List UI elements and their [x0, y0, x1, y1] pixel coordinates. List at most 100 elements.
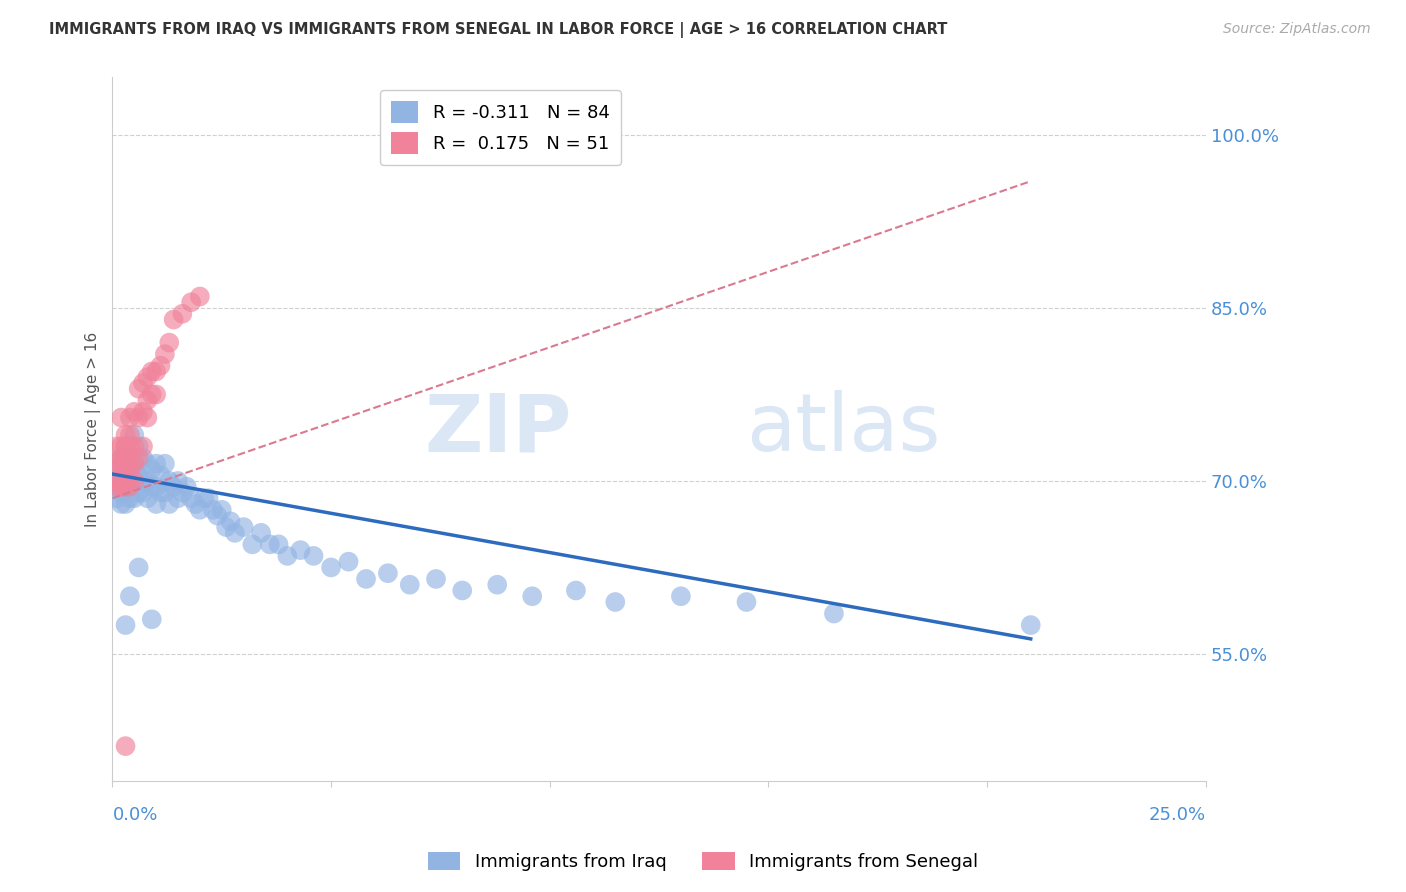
Point — [118, 589, 141, 603]
Point — [114, 474, 136, 488]
Point — [188, 289, 211, 303]
Point — [319, 560, 342, 574]
Point — [132, 485, 155, 500]
Point — [114, 618, 136, 632]
Point — [110, 474, 132, 488]
Point — [132, 439, 155, 453]
Point — [136, 370, 159, 384]
Point — [157, 474, 180, 488]
Point — [823, 607, 845, 621]
Point — [136, 393, 159, 408]
Point — [114, 450, 136, 465]
Legend: R = -0.311   N = 84, R =  0.175   N = 51: R = -0.311 N = 84, R = 0.175 N = 51 — [381, 90, 620, 165]
Point — [105, 439, 128, 453]
Point — [141, 387, 163, 401]
Point — [124, 439, 146, 453]
Point — [290, 543, 312, 558]
Point — [128, 560, 150, 574]
Point — [184, 497, 207, 511]
Point — [110, 457, 132, 471]
Point — [110, 480, 132, 494]
Point — [118, 410, 141, 425]
Point — [398, 578, 420, 592]
Point — [136, 474, 159, 488]
Point — [153, 485, 176, 500]
Point — [193, 491, 215, 506]
Point — [105, 474, 128, 488]
Point — [110, 450, 132, 465]
Point — [114, 480, 136, 494]
Point — [124, 474, 146, 488]
Point — [167, 491, 190, 506]
Point — [114, 497, 136, 511]
Point — [172, 307, 194, 321]
Point — [128, 468, 150, 483]
Point — [153, 457, 176, 471]
Point — [149, 359, 172, 373]
Point — [232, 520, 254, 534]
Point — [118, 450, 141, 465]
Point — [114, 468, 136, 483]
Point — [118, 450, 141, 465]
Point — [145, 364, 167, 378]
Point — [132, 450, 155, 465]
Point — [565, 583, 588, 598]
Point — [114, 450, 136, 465]
Text: Source: ZipAtlas.com: Source: ZipAtlas.com — [1223, 22, 1371, 37]
Point — [302, 549, 325, 563]
Point — [105, 480, 128, 494]
Point — [132, 405, 155, 419]
Point — [110, 410, 132, 425]
Point — [114, 427, 136, 442]
Point — [114, 457, 136, 471]
Point — [486, 578, 509, 592]
Point — [425, 572, 447, 586]
Point — [337, 555, 360, 569]
Point — [250, 525, 273, 540]
Point — [118, 462, 141, 476]
Point — [145, 387, 167, 401]
Point — [267, 537, 290, 551]
Point — [124, 405, 146, 419]
Point — [114, 439, 136, 453]
Text: IMMIGRANTS FROM IRAQ VS IMMIGRANTS FROM SENEGAL IN LABOR FORCE | AGE > 16 CORREL: IMMIGRANTS FROM IRAQ VS IMMIGRANTS FROM … — [49, 22, 948, 38]
Point — [110, 485, 132, 500]
Point — [240, 537, 263, 551]
Point — [118, 439, 141, 453]
Point — [451, 583, 474, 598]
Point — [197, 491, 219, 506]
Point — [105, 480, 128, 494]
Point — [157, 497, 180, 511]
Point — [118, 480, 141, 494]
Text: atlas: atlas — [747, 390, 941, 468]
Point — [124, 457, 146, 471]
Point — [118, 427, 141, 442]
Text: ZIP: ZIP — [425, 390, 572, 468]
Point — [124, 474, 146, 488]
Point — [128, 485, 150, 500]
Point — [136, 491, 159, 506]
Point — [110, 439, 132, 453]
Point — [114, 480, 136, 494]
Point — [110, 457, 132, 471]
Point — [522, 589, 544, 603]
Point — [145, 497, 167, 511]
Point — [114, 439, 136, 453]
Point — [149, 485, 172, 500]
Point — [110, 468, 132, 483]
Point — [110, 497, 132, 511]
Point — [128, 439, 150, 453]
Point — [157, 335, 180, 350]
Point — [118, 491, 141, 506]
Point — [124, 491, 146, 506]
Point — [110, 462, 132, 476]
Point — [276, 549, 298, 563]
Point — [162, 480, 184, 494]
Point — [124, 462, 146, 476]
Point — [1019, 618, 1042, 632]
Point — [118, 462, 141, 476]
Legend: Immigrants from Iraq, Immigrants from Senegal: Immigrants from Iraq, Immigrants from Se… — [420, 845, 986, 879]
Point — [219, 514, 242, 528]
Point — [132, 376, 155, 390]
Text: 0.0%: 0.0% — [112, 806, 157, 824]
